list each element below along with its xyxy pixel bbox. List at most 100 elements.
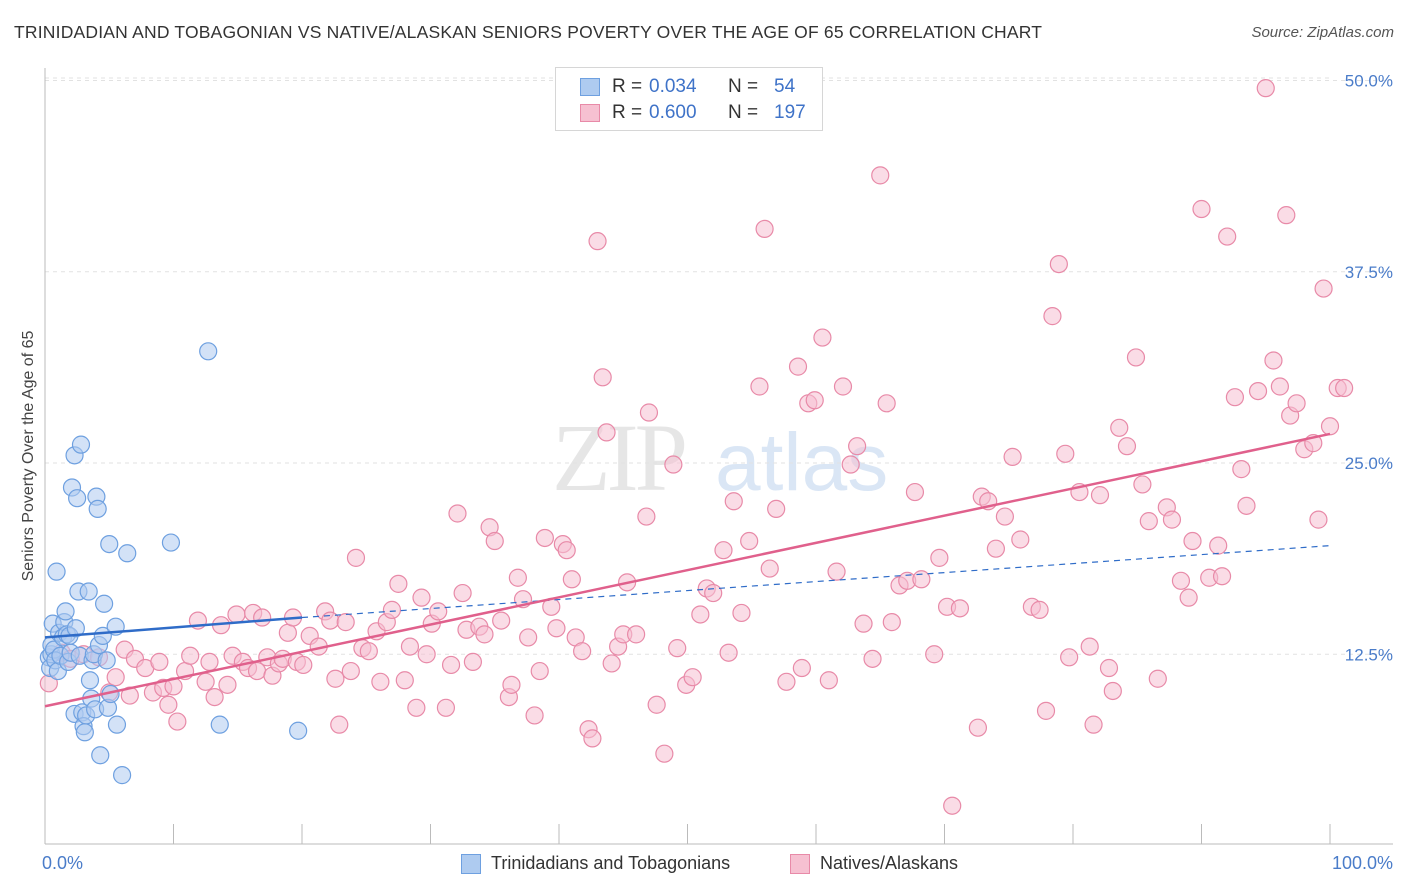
data-point	[1183, 531, 1202, 551]
data-point	[436, 698, 456, 717]
legend-swatch-pink	[580, 104, 600, 122]
data-point	[508, 568, 527, 587]
data-point	[453, 583, 472, 603]
data-point	[691, 605, 710, 624]
legend-r-label: R =	[612, 102, 643, 123]
data-point	[463, 652, 483, 672]
data-point	[88, 499, 107, 518]
data-point	[1171, 571, 1191, 590]
data-point	[485, 531, 504, 551]
data-point	[986, 539, 1006, 558]
legend-r-label: R =	[612, 76, 643, 97]
data-point	[1277, 206, 1296, 225]
data-point	[68, 489, 87, 508]
data-point	[792, 658, 811, 678]
y-tick-label: 37.5%	[1345, 263, 1393, 282]
data-point	[71, 435, 91, 454]
legend-row-natives: R = 0.600 N = 197	[580, 102, 810, 126]
bottom-legend-swatch-blue	[461, 854, 481, 874]
data-point	[1139, 512, 1158, 531]
data-point	[719, 643, 738, 662]
data-point	[788, 357, 808, 376]
data-point	[637, 507, 656, 526]
data-point	[1162, 510, 1182, 529]
data-point	[75, 723, 94, 742]
data-point	[371, 672, 390, 691]
data-point	[91, 746, 110, 765]
data-point	[943, 796, 962, 815]
data-point	[227, 605, 246, 624]
data-point	[647, 695, 666, 714]
data-point	[1148, 669, 1167, 688]
data-point	[740, 531, 759, 551]
data-point	[1314, 279, 1333, 298]
data-point	[502, 675, 521, 694]
data-point	[95, 594, 114, 613]
data-point	[704, 583, 723, 603]
data-point	[755, 219, 774, 239]
data-point	[289, 721, 308, 740]
data-point	[1264, 351, 1283, 370]
data-point	[841, 455, 860, 474]
data-point	[1117, 437, 1137, 456]
bottom-legend-label: Trinidadians and Tobagonians	[491, 853, 731, 873]
data-point	[181, 646, 200, 665]
legend-n-label: N =	[728, 102, 759, 123]
data-point	[877, 394, 896, 413]
data-point	[833, 377, 853, 396]
data-point	[905, 482, 925, 502]
data-point	[827, 562, 846, 581]
data-point	[389, 574, 408, 593]
data-point	[448, 504, 467, 523]
source-label: Source: ZipAtlas.com	[1251, 24, 1394, 41]
legend-row-trinidadian: R = 0.034 N = 54	[580, 76, 810, 100]
data-point	[882, 613, 901, 632]
data-point	[597, 423, 616, 442]
data-point	[79, 582, 98, 601]
data-point	[1309, 510, 1328, 529]
data-point	[664, 455, 683, 474]
data-point	[547, 619, 566, 638]
data-point	[1099, 658, 1119, 678]
data-point	[1030, 600, 1049, 619]
data-point	[56, 602, 75, 621]
data-point	[1232, 460, 1251, 479]
grid-lines	[45, 77, 1392, 655]
data-point	[196, 672, 215, 691]
data-point	[205, 687, 224, 707]
data-point	[813, 328, 832, 347]
data-point	[626, 625, 646, 644]
data-point	[588, 232, 607, 251]
data-point	[1049, 255, 1068, 274]
legend-swatch-blue	[580, 78, 600, 96]
natives-points	[39, 79, 1354, 815]
data-point	[1209, 536, 1228, 555]
bottom-legend-swatch-pink	[790, 854, 810, 874]
data-point	[583, 729, 602, 748]
data-point	[819, 671, 838, 690]
data-point	[1270, 377, 1289, 396]
data-point	[199, 342, 218, 361]
data-point	[210, 715, 229, 734]
data-point	[118, 544, 137, 563]
data-point	[683, 668, 702, 687]
data-point	[1212, 567, 1232, 586]
bottom-legend-label: Natives/Alaskans	[820, 853, 959, 873]
data-point	[1036, 701, 1056, 720]
data-point	[950, 599, 970, 618]
data-point	[1080, 637, 1099, 656]
data-point	[1237, 496, 1256, 515]
data-point	[100, 534, 119, 554]
data-point	[912, 570, 931, 589]
data-point	[341, 661, 360, 681]
data-point	[417, 645, 436, 664]
data-point	[1133, 475, 1152, 494]
data-point	[400, 637, 420, 656]
watermark: ZIP atlas	[552, 404, 888, 511]
data-point	[655, 744, 674, 763]
data-point	[97, 651, 116, 670]
data-point	[1335, 378, 1354, 398]
data-point	[1248, 381, 1268, 401]
data-point	[777, 672, 796, 691]
data-point	[412, 588, 431, 607]
